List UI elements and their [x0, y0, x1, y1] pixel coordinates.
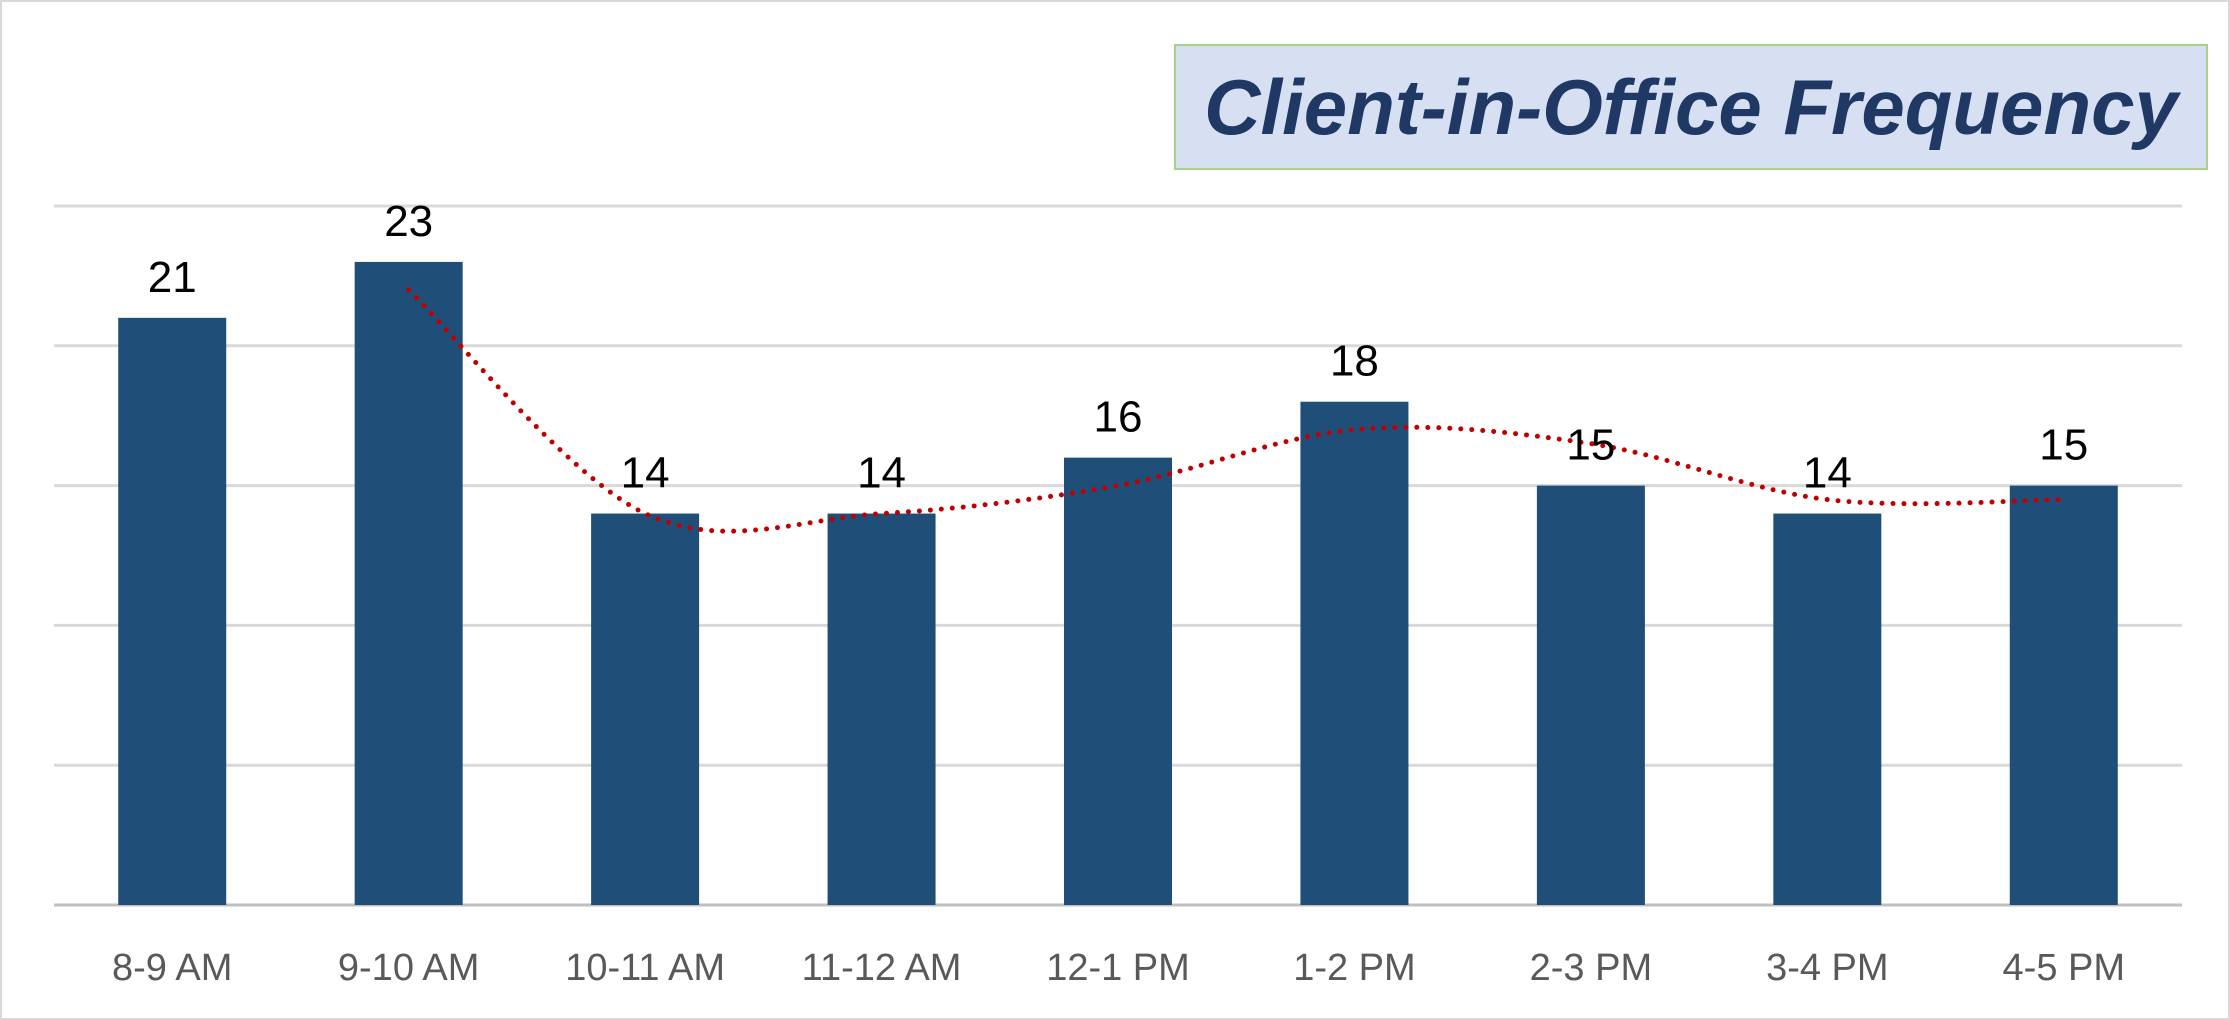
trendline-path	[406, 287, 2067, 534]
x-tick-label: 8-9 AM	[112, 947, 232, 989]
bar	[2009, 485, 2118, 905]
x-tick-label: 9-10 AM	[338, 947, 480, 989]
bars	[118, 261, 2118, 906]
data-label: 14	[1803, 449, 1852, 498]
bar	[827, 513, 936, 905]
bar	[1300, 401, 1409, 905]
bar	[1064, 457, 1172, 905]
trendline	[406, 287, 2067, 534]
x-tick-label: 10-11 AM	[565, 947, 725, 989]
x-tick-label: 11-12 AM	[802, 947, 962, 989]
data-label: 15	[2039, 421, 2088, 470]
bar	[591, 513, 700, 905]
bar	[354, 261, 463, 905]
x-tick-label: 12-1 PM	[1046, 947, 1190, 989]
x-tick-label: 1-2 PM	[1293, 947, 1415, 989]
x-tick-label: 3-4 PM	[1766, 947, 1888, 989]
data-label: 18	[1330, 337, 1379, 386]
x-tick-label: 4-5 PM	[2003, 947, 2125, 989]
bar	[118, 317, 227, 906]
data-label: 14	[621, 449, 670, 498]
data-label: 15	[1566, 421, 1615, 470]
chart-title: Client-in-Office Frequency	[1204, 62, 2178, 151]
data-label: 21	[148, 253, 197, 302]
x-axis-tick-labels: 8-9 AM 9-10 AM 10-11 AM 11-12 AM 12-1 PM 1-2 …	[112, 947, 2125, 989]
x-tick-label: 2-3 PM	[1530, 947, 1652, 989]
data-label: 23	[384, 197, 433, 246]
bar	[1536, 485, 1645, 905]
chart-title-box: Client-in-Office Frequency	[1174, 44, 2208, 170]
data-labels: 21 23 14 14 16 18 15 14 15	[148, 197, 2089, 498]
data-label: 16	[1094, 393, 1143, 442]
bar	[1773, 513, 1882, 905]
data-label: 14	[857, 449, 906, 498]
